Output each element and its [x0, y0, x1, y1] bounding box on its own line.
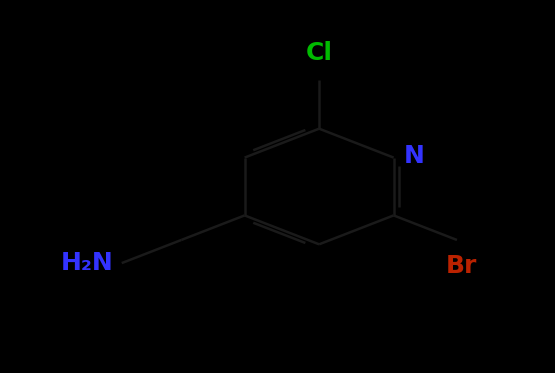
Text: H₂N: H₂N: [60, 251, 113, 275]
Text: Cl: Cl: [306, 41, 332, 65]
Text: N: N: [403, 144, 425, 168]
Text: Br: Br: [446, 254, 477, 278]
